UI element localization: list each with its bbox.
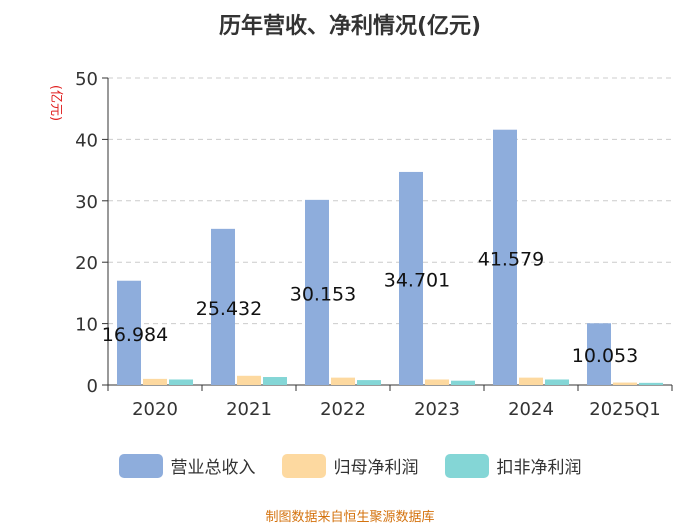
legend-label-deducted-profit: 扣非净利润 — [496, 458, 582, 478]
data-label: 34.701 — [384, 269, 450, 291]
bar — [451, 380, 475, 385]
legend-swatch-net-profit — [281, 453, 326, 478]
y-tick-label: 20 — [75, 253, 98, 274]
y-tick-label: 10 — [75, 315, 98, 336]
y-tick-label: 0 — [87, 376, 98, 397]
bar — [639, 382, 663, 385]
y-tick-label: 30 — [75, 192, 98, 213]
x-tick-label: 2024 — [508, 399, 554, 420]
bar — [357, 380, 381, 385]
legend-label-revenue: 营业总收入 — [170, 458, 256, 478]
x-tick-label: 2020 — [132, 399, 178, 420]
data-label: 25.432 — [196, 298, 262, 320]
x-tick-label: 2021 — [226, 399, 272, 420]
chart-title: 历年营收、净利情况(亿元) — [218, 14, 482, 39]
y-tick-label: 40 — [75, 130, 98, 151]
bar — [237, 375, 261, 385]
bar — [587, 323, 611, 385]
bar — [169, 379, 193, 385]
bar — [493, 129, 517, 385]
bar — [545, 379, 569, 385]
bar — [613, 382, 637, 385]
legend-item-net-profit[interactable]: 归母净利润 — [281, 453, 419, 478]
data-label: 30.153 — [290, 283, 356, 305]
y-axis-label: (亿元) — [48, 85, 63, 121]
bar — [143, 378, 167, 385]
x-tick-label: 2025Q1 — [589, 399, 660, 420]
x-tick-label: 2022 — [320, 399, 366, 420]
legend-item-deducted-profit[interactable]: 扣非净利润 — [444, 453, 582, 478]
data-label: 16.984 — [102, 324, 168, 346]
x-tick-label: 2023 — [414, 399, 460, 420]
bar — [519, 377, 543, 385]
legend-item-revenue[interactable]: 营业总收入 — [118, 453, 256, 478]
data-label: 10.053 — [572, 345, 638, 367]
bar — [425, 379, 449, 385]
data-label: 41.579 — [478, 248, 544, 270]
bar — [211, 228, 235, 385]
y-tick-label: 50 — [75, 69, 98, 90]
legend: 营业总收入 归母净利润 扣非净利润 — [0, 453, 700, 478]
legend-swatch-deducted-profit — [444, 453, 489, 478]
bar — [305, 199, 329, 385]
bar — [399, 171, 423, 385]
bar — [331, 377, 355, 385]
legend-label-net-profit: 归母净利润 — [333, 458, 419, 478]
legend-swatch-revenue — [118, 453, 163, 478]
bar-chart: 0 10 20 30 40 50 (亿元) 2020 16.984 2021 25.432 2022 3… — [48, 69, 673, 420]
data-source-note: 制图数据来自恒生聚源数据库 — [265, 510, 435, 525]
bar — [263, 377, 287, 385]
bar — [117, 280, 141, 385]
